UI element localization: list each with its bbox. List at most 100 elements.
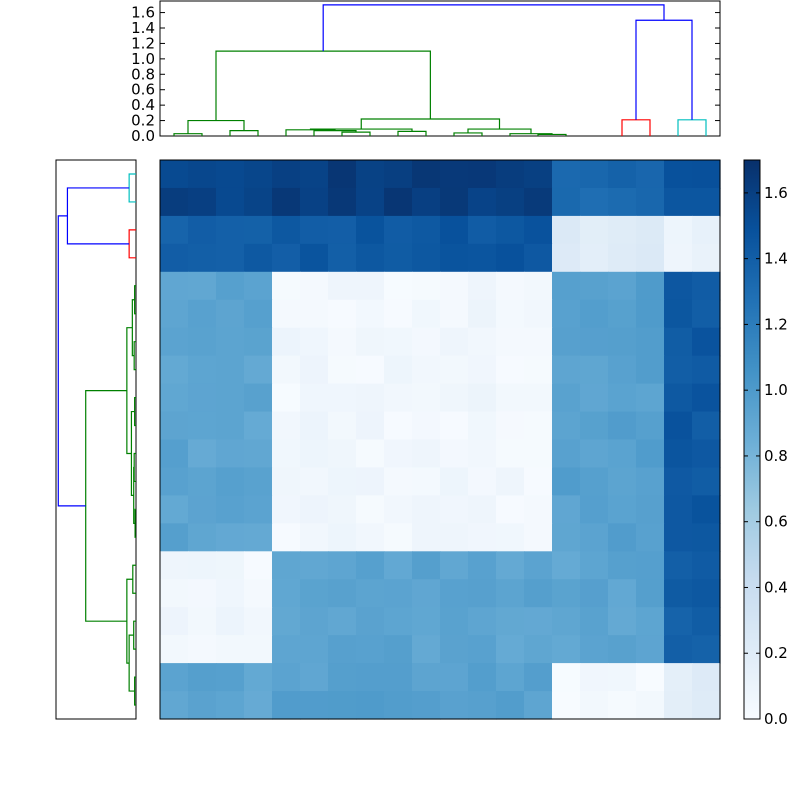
heatmap-cell (328, 691, 357, 720)
left-dendrogram-link (128, 173, 136, 203)
heatmap-cell (328, 411, 357, 441)
heatmap-cell (496, 691, 525, 720)
heatmap-cell (608, 215, 637, 245)
top-dendrogram-link (229, 130, 259, 136)
heatmap-cell (440, 271, 469, 301)
top-dendrogram-link (215, 50, 431, 121)
heatmap-cell (580, 243, 609, 273)
heatmap-cell (160, 663, 189, 692)
heatmap-cell (412, 691, 441, 720)
heatmap-cell (496, 439, 525, 469)
heatmap-cell (692, 663, 721, 692)
heatmap-cell (384, 271, 413, 301)
heatmap-cell (328, 383, 357, 413)
heatmap-cell (496, 551, 525, 580)
top-y-tick-label: 1.2 (131, 34, 155, 52)
heatmap-cell (384, 439, 413, 469)
heatmap-cell (356, 551, 385, 580)
heatmap-cell (440, 691, 469, 720)
top-y-tick-label: 0.2 (131, 112, 155, 130)
colorbar-tick-label: 0.2 (764, 644, 788, 662)
heatmap-cell (468, 327, 497, 357)
heatmap-cell (300, 691, 329, 720)
top-dendrogram-link (397, 130, 427, 136)
heatmap-cell (664, 495, 693, 524)
heatmap-cell (692, 299, 721, 329)
heatmap-cell (580, 495, 609, 524)
heatmap-cell (552, 495, 581, 524)
heatmap-cell (608, 607, 637, 636)
heatmap-cell (440, 439, 469, 469)
heatmap-cell (272, 355, 301, 385)
heatmap-cell (468, 271, 497, 301)
top-y-tick-label: 1.4 (131, 19, 155, 37)
heatmap-cell (608, 160, 637, 189)
colorbar: 0.0 0.2 0.4 0.6 0.8 1.0 1.2 1.4 1.6 (743, 159, 788, 728)
heatmap-cell (300, 355, 329, 385)
heatmap-cell (664, 160, 693, 189)
heatmap-cell (440, 215, 469, 245)
heatmap-cell (356, 523, 385, 552)
heatmap-cell (692, 579, 721, 608)
heatmap (159, 159, 721, 720)
heatmap-cell (188, 607, 217, 636)
heatmap-cell (272, 579, 301, 608)
heatmap-cell (384, 243, 413, 273)
heatmap-cell (440, 160, 469, 189)
top-dendrogram-link (187, 119, 245, 134)
heatmap-cell (384, 383, 413, 413)
top-dendrogram-link (360, 118, 501, 130)
heatmap-cell (608, 467, 637, 496)
top-y-tick-label: 0.0 (131, 127, 155, 145)
heatmap-cell (160, 579, 189, 608)
heatmap-cell (244, 355, 273, 385)
heatmap-cell (300, 523, 329, 552)
heatmap-cell (692, 495, 721, 524)
heatmap-cell (356, 691, 385, 720)
left-dendrogram-link (134, 285, 136, 315)
heatmap-cell (272, 299, 301, 329)
heatmap-cell (384, 355, 413, 385)
heatmap-cell (608, 439, 637, 469)
heatmap-cell (552, 439, 581, 469)
heatmap-cell (608, 691, 637, 720)
heatmap-cell (496, 383, 525, 413)
heatmap-cell (608, 523, 637, 552)
heatmap-cell (440, 635, 469, 664)
heatmap-cell (552, 467, 581, 496)
colorbar-tick-label: 0.4 (764, 578, 788, 596)
heatmap-cell (552, 663, 581, 692)
heatmap-cell (580, 467, 609, 496)
heatmap-cell (664, 187, 693, 217)
heatmap-cell (636, 411, 665, 441)
left-dendrogram-link (66, 187, 130, 245)
heatmap-cell (496, 411, 525, 441)
heatmap-cell (272, 439, 301, 469)
heatmap-cell (608, 187, 637, 217)
top-dendrogram-y-axis: 0.00.20.40.60.81.01.21.41.6 (131, 4, 720, 145)
heatmap-cell (272, 467, 301, 496)
heatmap-cell (608, 635, 637, 664)
heatmap-cell (272, 160, 301, 189)
left-dendrogram-link (134, 676, 136, 706)
heatmap-cell (440, 243, 469, 273)
heatmap-cell (496, 467, 525, 496)
heatmap-cell (384, 691, 413, 720)
heatmap-cell (636, 439, 665, 469)
heatmap-cell (300, 607, 329, 636)
heatmap-cell (524, 243, 553, 273)
top-dendrogram-link (341, 131, 371, 136)
heatmap-cell (272, 635, 301, 664)
top-y-tick-label: 0.8 (131, 65, 155, 83)
heatmap-cell (524, 691, 553, 720)
heatmap-cell (412, 327, 441, 357)
top-dendrogram-links (173, 4, 707, 136)
heatmap-cell (300, 551, 329, 580)
heatmap-cell (664, 551, 693, 580)
heatmap-cell (244, 215, 273, 245)
heatmap-cell (664, 215, 693, 245)
heatmap-cell (552, 271, 581, 301)
heatmap-cell (580, 411, 609, 441)
heatmap-cell (468, 467, 497, 496)
heatmap-cell (496, 663, 525, 692)
